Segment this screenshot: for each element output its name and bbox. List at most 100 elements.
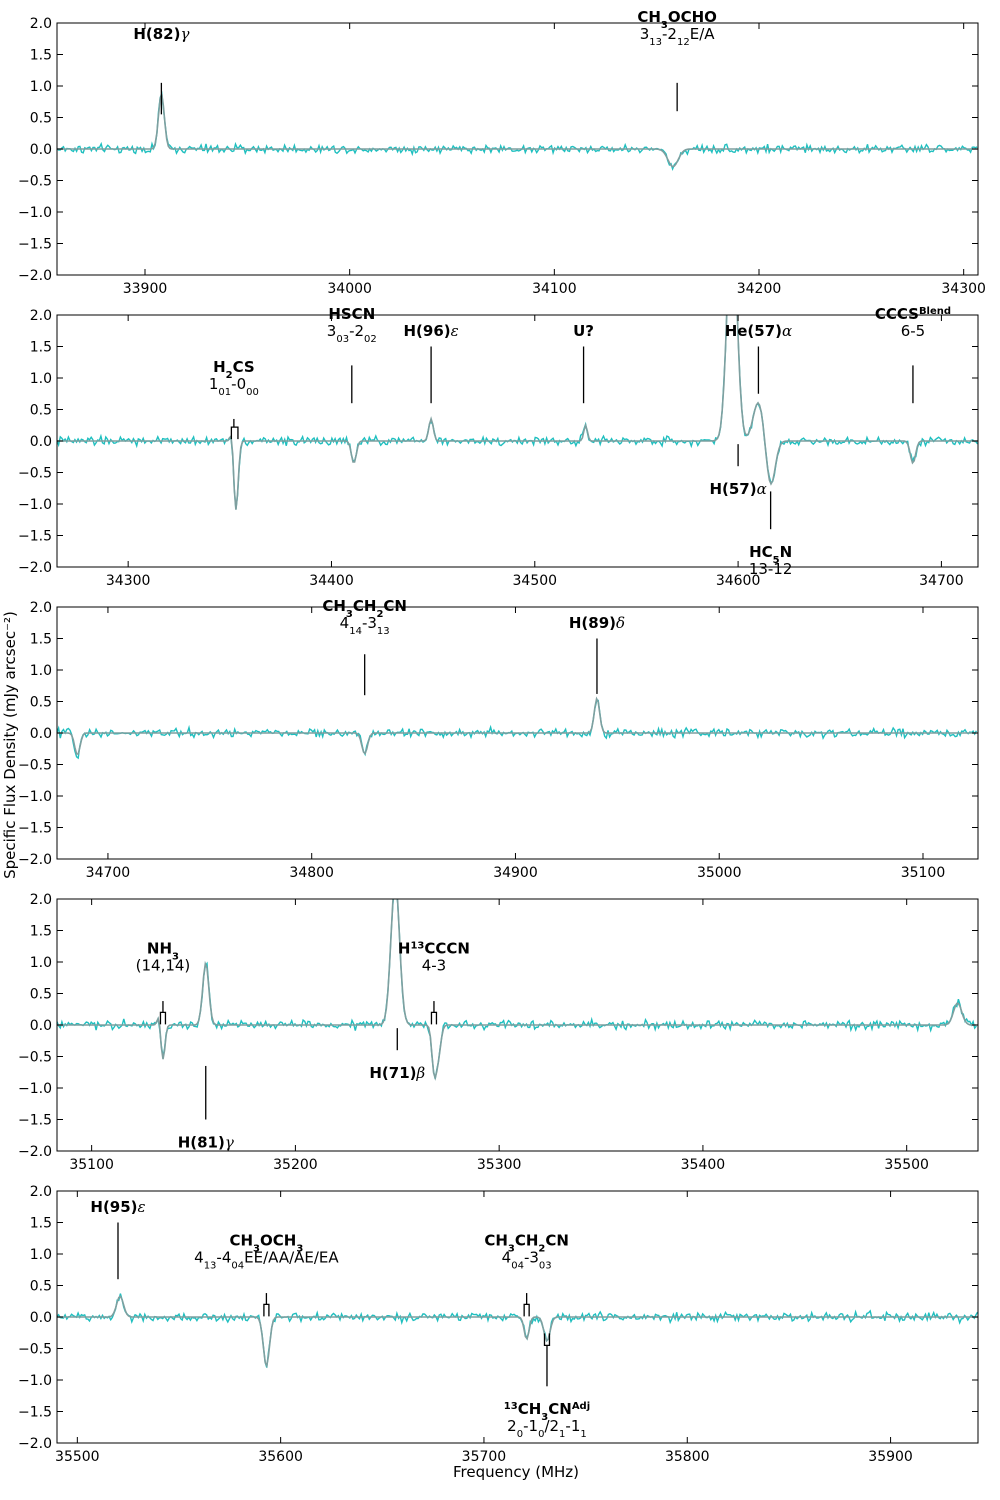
species-label-part: CCCN (424, 939, 470, 957)
species-label-part: 3 (172, 951, 179, 962)
y-tick-label: −1.0 (18, 497, 52, 513)
transition-label-part: -4 (216, 1248, 231, 1266)
annotation-bracket (430, 1011, 438, 1025)
spectrum-panel: −2.0 −1.5 −1.0 −0.5 0.0 0.5 1.0 1.5 2.0 34700 3480… (18, 597, 979, 881)
x-tick-label: 34600 (716, 573, 761, 589)
y-tick-label: −0.5 (18, 1050, 52, 1066)
transition-label-part: 1 (580, 1429, 586, 1440)
species-label-part: CH (518, 1400, 542, 1418)
transition-label-part: 13 (377, 625, 390, 636)
transition-label-part: 2 (507, 1417, 517, 1435)
y-tick-label: 0.5 (30, 987, 52, 1003)
y-tick-label: 1.5 (30, 48, 52, 64)
transition-label: 313-212E/A (640, 25, 716, 48)
transition-label-part: 4 (502, 1248, 512, 1266)
plot-area (57, 696, 978, 760)
species-label-part: 3 (541, 1412, 548, 1423)
model-series-line (57, 696, 977, 756)
species-label-part: 2 (226, 369, 233, 380)
x-tick-label: 34700 (919, 573, 964, 589)
transition-label-part: 01 (218, 386, 231, 397)
species-label: He(57)α (725, 322, 792, 340)
y-tick-label: 0.0 (30, 1310, 52, 1326)
x-tick-label: 34300 (941, 281, 986, 297)
line-annotation: U? (573, 322, 594, 404)
transition-label-part: 3 (327, 322, 337, 340)
plot-area (57, 90, 978, 171)
species-label-part: U? (573, 322, 594, 340)
x-tick-label: 35700 (462, 1449, 507, 1465)
y-tick-label: 1.0 (30, 371, 52, 387)
transition-label-part: 03 (539, 1260, 552, 1271)
species-label-part: ε (451, 322, 459, 340)
x-tick-label: 35100 (901, 865, 946, 881)
transition-label-part: 4-3 (422, 956, 447, 974)
y-tick-label: 1.5 (30, 632, 52, 648)
species-label: H(81)γ (178, 1133, 234, 1151)
species-label: NH3 (147, 939, 179, 962)
transition-label: 20-10/21-11 (507, 1417, 587, 1440)
x-tick-label: 35200 (273, 1157, 318, 1173)
species-label-part: 3 (296, 1243, 303, 1254)
annotation-bracket (543, 1333, 551, 1346)
species-label-part: N (780, 543, 793, 561)
x-tick-label: 35600 (258, 1449, 303, 1465)
transition-label-part: -3 (362, 614, 377, 632)
transition-label-part: 04 (231, 1260, 244, 1271)
species-label: H(82)γ (133, 25, 189, 43)
x-tick-label: 35400 (681, 1157, 726, 1173)
species-label: H(96)ε (403, 322, 458, 340)
x-tick-label: 34900 (493, 865, 538, 881)
species-label-part: CN (548, 1400, 572, 1418)
y-tick-label: 0.0 (30, 1018, 52, 1034)
transition-label-part: 14 (349, 625, 362, 636)
species-label-part: 13 (410, 940, 424, 951)
species-label-part: δ (616, 614, 625, 632)
y-tick-label: 0.0 (30, 434, 52, 450)
y-tick-label: −2.0 (18, 852, 52, 868)
y-axis-label: Specific Flux Density (mJy arcsec⁻²) (1, 611, 19, 879)
transition-label-part: -0 (231, 375, 246, 393)
y-tick-label: −0.5 (18, 466, 52, 482)
x-tick-label: 34200 (737, 281, 782, 297)
y-tick-label: 1.0 (30, 955, 52, 971)
x-tick-label: 33900 (123, 281, 168, 297)
line-annotation: H(71)β (369, 1028, 426, 1082)
transition-label-part: 13 (649, 36, 662, 47)
transition-label: 414-313 (340, 614, 390, 637)
species-label-part: H(81) (178, 1133, 225, 1151)
species-label-part: He(57) (725, 322, 782, 340)
y-tick-label: −0.5 (18, 758, 52, 774)
species-label-part: CN (383, 597, 407, 615)
x-tick-label: 34000 (327, 281, 372, 297)
species-label-part: OCH (260, 1231, 296, 1249)
species-label-part: CH (484, 1231, 508, 1249)
x-tick-label: 34500 (513, 573, 558, 589)
species-label: H(89)δ (569, 614, 625, 632)
species-label-part: 3 (661, 19, 668, 30)
species-label-part: γ (180, 25, 189, 43)
species-label-part: 3 (253, 1243, 260, 1254)
x-tick-label: 35000 (697, 865, 742, 881)
transition-label-part: (14,14) (136, 956, 191, 974)
line-annotation: H(57)α (709, 444, 767, 498)
species-label: H(95)ε (90, 1198, 145, 1216)
spectrum-panel: −2.0 −1.5 −1.0 −0.5 0.0 0.5 1.0 1.5 2.0 35500 3560… (18, 1184, 979, 1465)
transition-label: 404-303 (502, 1248, 552, 1271)
transition-label-part: -1 (565, 1417, 580, 1435)
y-tick-label: 0.0 (30, 726, 52, 742)
y-tick-label: 1.5 (30, 1216, 52, 1232)
species-label-part: α (782, 322, 792, 340)
species-label-part: H(89) (569, 614, 616, 632)
annotation-bracket (230, 426, 239, 440)
line-annotation: H(89)δ (569, 614, 625, 694)
y-tick-label: −1.0 (18, 1373, 52, 1389)
transition-label-part: E/A (690, 25, 716, 43)
species-label: HC5N (749, 543, 792, 566)
species-label-part: γ (225, 1133, 234, 1151)
data-series-line (57, 699, 978, 760)
